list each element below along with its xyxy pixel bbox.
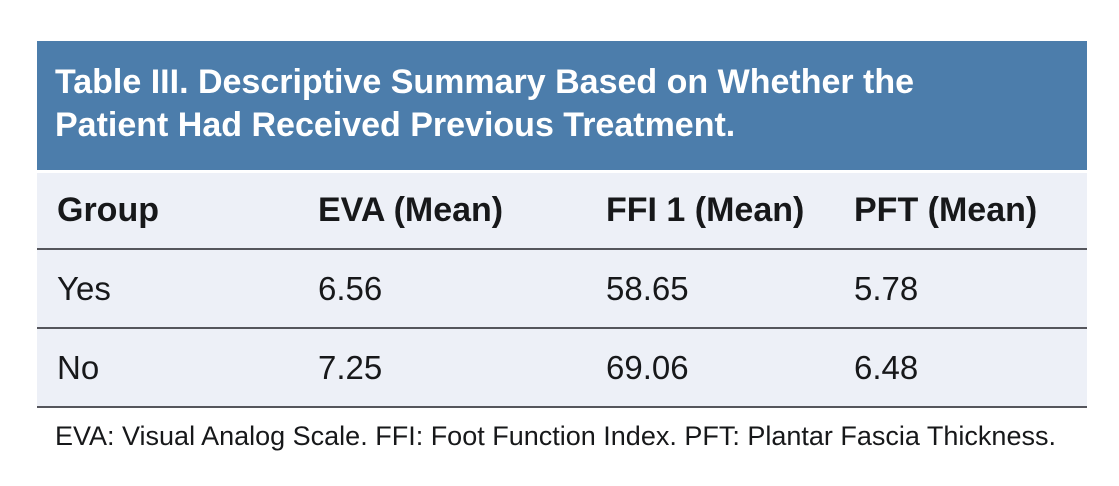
cell-group-yes: Yes [37, 249, 298, 329]
header-row: Group EVA (Mean) FFI 1 (Mean) PFT (Mean) [37, 173, 1087, 250]
table-footnote: EVA: Visual Analog Scale. FFI: Foot Func… [55, 421, 1056, 451]
table-card: Table III. Descriptive Summary Based on … [37, 41, 1087, 453]
cell-eva-yes: 6.56 [298, 249, 586, 329]
cell-group-no: No [37, 328, 298, 408]
table-row-no: No 7.25 69.06 6.48 [37, 328, 1087, 408]
cell-pft-no: 6.48 [834, 328, 1087, 408]
cell-pft-yes: 5.78 [834, 249, 1087, 329]
column-header-group: Group [37, 173, 298, 250]
table-title: Table III. Descriptive Summary Based on … [55, 63, 915, 144]
cell-ffi1-no: 69.06 [586, 328, 834, 408]
data-table: Group EVA (Mean) FFI 1 (Mean) PFT (Mean)… [37, 173, 1087, 408]
column-header-eva-mean: EVA (Mean) [298, 173, 586, 250]
cell-ffi1-yes: 58.65 [586, 249, 834, 329]
table-row-yes: Yes 6.56 58.65 5.78 [37, 249, 1087, 329]
column-header-ffi1-mean: FFI 1 (Mean) [586, 173, 834, 250]
column-header-pft-mean: PFT (Mean) [834, 173, 1087, 250]
cell-eva-no: 7.25 [298, 328, 586, 408]
table-title-bar: Table III. Descriptive Summary Based on … [37, 41, 1087, 173]
